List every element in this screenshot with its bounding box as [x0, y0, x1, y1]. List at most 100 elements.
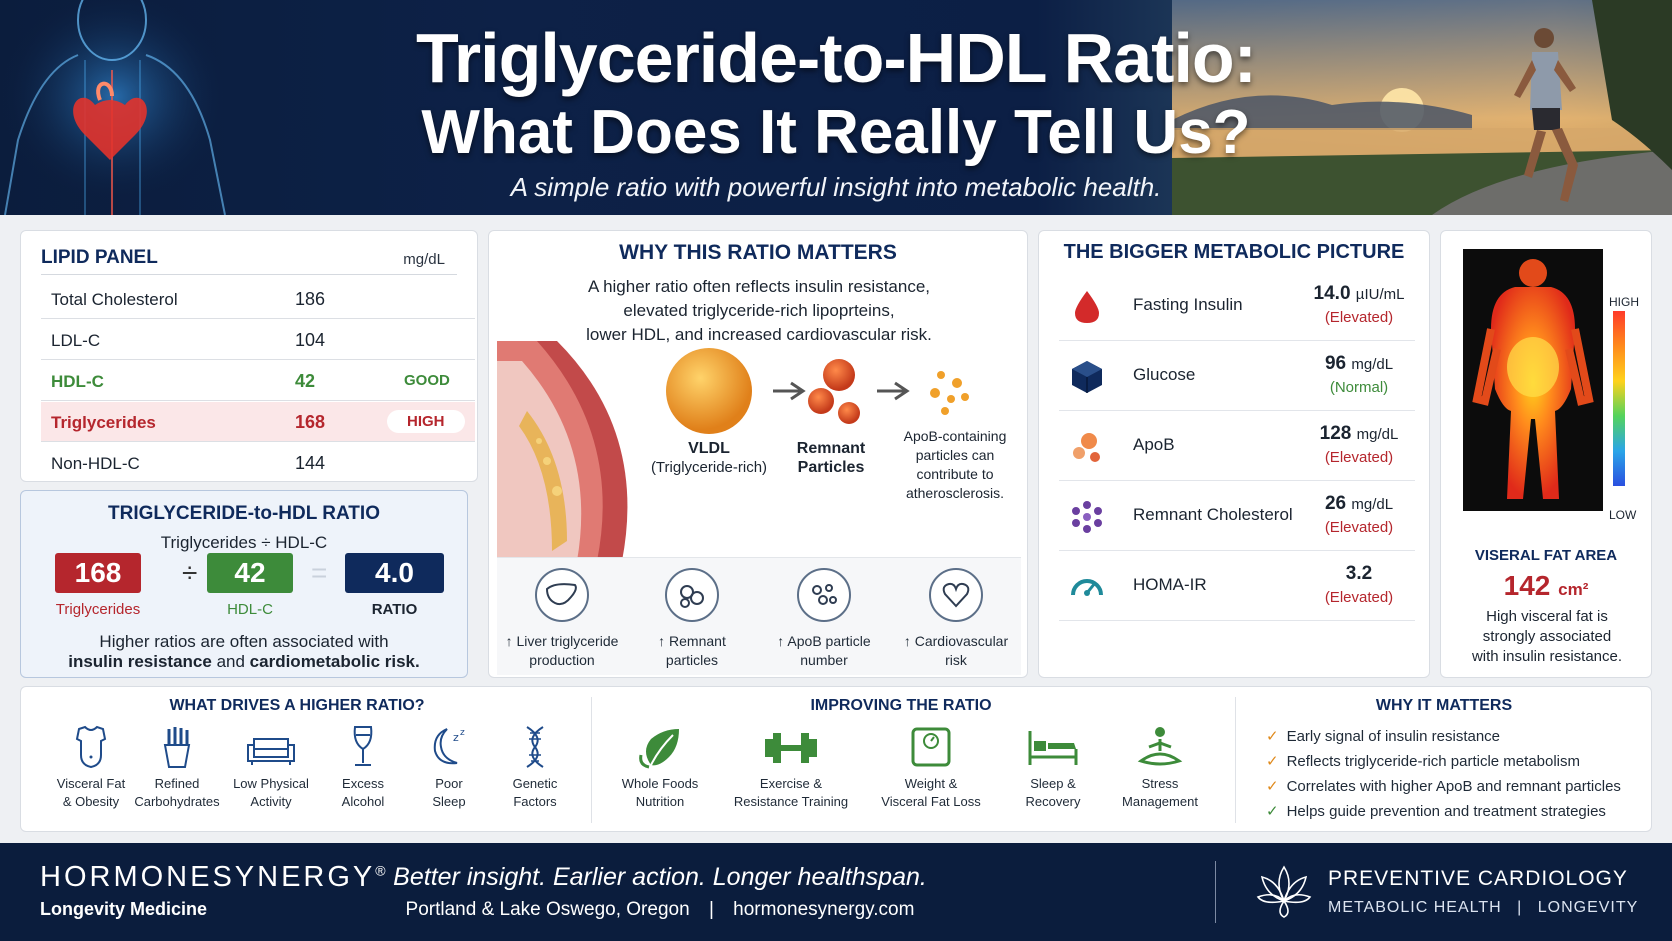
- good-badge: GOOD: [404, 372, 450, 389]
- main-title-line1: Triglyceride-to-HDL Ratio:: [415, 19, 1257, 97]
- equals-symbol: =: [311, 557, 328, 588]
- couch-icon: [247, 738, 295, 765]
- visceral-desc-line3: with insulin resistance.: [1471, 648, 1623, 665]
- metabolic-row-value: 128 mg/dL: [1299, 423, 1419, 445]
- improve-line2: Visceral Fat Loss: [881, 794, 981, 809]
- ratio-note-mid: and: [211, 652, 250, 671]
- drivers-improving-strip: WHAT DRIVES A HIGHER RATIO? Visceral Fat…: [20, 686, 1652, 832]
- metabolic-value-unit: mg/dL: [1351, 356, 1394, 373]
- improve-item-exercise: Exercise & Resistance Training: [721, 725, 861, 811]
- lipid-row-ldl: LDL-C 104: [41, 320, 475, 360]
- lotus-logo-icon: [1256, 865, 1312, 918]
- particles-icon: [665, 568, 719, 622]
- ratio-result-label: RATIO: [371, 601, 418, 618]
- consequence-line1: ↑ Cardiovascular: [903, 633, 1009, 649]
- wine-icon: [353, 726, 373, 766]
- metabolic-row-value: 96 mg/dL: [1299, 353, 1419, 375]
- footer-website-link[interactable]: hormonesynergy.com: [733, 899, 915, 920]
- driver-line1: Refined: [154, 776, 200, 791]
- ratio-result-box: 4.0: [345, 553, 444, 593]
- improve-line1: Exercise &: [759, 776, 823, 791]
- svg-text:z: z: [460, 728, 465, 738]
- drivers-title: WHAT DRIVES A HIGHER RATIO?: [169, 697, 425, 714]
- improve-item-weight: Weight & Visceral Fat Loss: [863, 725, 999, 811]
- metabolic-row-apob: ApoB 128 mg/dL (Elevated): [1059, 411, 1415, 481]
- driver-line2: Carbohydrates: [134, 794, 220, 809]
- benefit-item: ✓ Correlates with higher ApoB and remnant…: [1266, 777, 1621, 795]
- consequence-line1: ↑ Remnant: [658, 633, 726, 649]
- lipid-panel-unit: mg/dL: [403, 251, 445, 268]
- benefit-item: ✓ Helps guide prevention and treatment st…: [1266, 802, 1606, 820]
- check-icon: ✓: [1266, 803, 1279, 820]
- consequence-item-liver: ↑ Liver triglyceride production: [497, 558, 627, 670]
- fries-icon: [163, 727, 191, 768]
- main-title-line2: What Does It Really Tell Us?: [421, 98, 1251, 167]
- brand-logo: HORMONESYNERGY®: [40, 861, 389, 894]
- improve-item-sleep: Sleep & Recovery: [1003, 725, 1103, 811]
- driver-line2: Sleep: [432, 794, 466, 809]
- metabolic-row-name: Remnant Cholesterol: [1133, 505, 1293, 524]
- metabolic-row-status: (Elevated): [1324, 309, 1394, 326]
- metabolic-row-status: (Elevated): [1324, 589, 1394, 606]
- divide-symbol: ÷: [182, 557, 198, 588]
- hero-banner: Triglyceride-to-HDL Ratio: What Does It …: [0, 0, 1672, 215]
- driver-line1: Poor: [435, 776, 463, 791]
- visceral-value-number: 142: [1503, 570, 1551, 601]
- lipid-row-name: HDL-C: [51, 372, 104, 391]
- metabolic-row-homa: HOMA-IR 3.2 (Elevated): [1059, 551, 1415, 621]
- check-icon: ✓: [1266, 753, 1279, 770]
- body-icon: [75, 725, 107, 769]
- improve-item-stress: Stress Management: [1105, 725, 1215, 811]
- visceral-fat-title: VISERAL FAT AREA: [1474, 547, 1618, 564]
- main-subtitle: A simple ratio with powerful insight int…: [510, 172, 1162, 202]
- ratio-tg-label: Triglycerides: [55, 601, 141, 618]
- lipid-row-value: 144: [295, 453, 326, 473]
- remnant-title2: Particles: [797, 459, 865, 476]
- visceral-fat-card: HIGH LOW VISERAL FAT AREA 142 cm² High v…: [1440, 230, 1652, 678]
- metabolic-row-value: 3.2: [1299, 563, 1419, 585]
- apob-dots-icon: [1073, 433, 1100, 462]
- why-it-matters-title: WHY IT MATTERS: [1375, 697, 1513, 714]
- metabolic-title: THE BIGGER METABOLIC PICTURE: [1063, 241, 1405, 263]
- improve-line2: Recovery: [1025, 794, 1081, 809]
- lipid-panel-title: LIPID PANEL: [41, 247, 158, 268]
- preventive-cardiology-subtitle: METABOLIC HEALTH | LONGEVITY: [1328, 899, 1638, 917]
- driver-line1: Visceral Fat: [56, 776, 126, 791]
- lipid-row-value: 42: [295, 371, 316, 391]
- metabolic-row-remnant: Remnant Cholesterol 26 mg/dL (Elevated): [1059, 481, 1415, 551]
- dumbbell-icon: [765, 733, 817, 763]
- runner-figure: [1514, 28, 1578, 202]
- footer-location-line: Portland & Lake Oswego, Oregon | hormone…: [0, 899, 1320, 921]
- improve-item-nutrition: Whole Foods Nutrition: [605, 725, 715, 811]
- consequence-line2: number: [800, 652, 848, 668]
- driver-line2: Alcohol: [341, 794, 385, 809]
- ratio-card: TRIGLYCERIDE-to-HDL RATIO Triglycerides …: [20, 490, 468, 678]
- bed-icon: [1028, 731, 1078, 765]
- benefit-text: Correlates with higher ApoB and remnant …: [1286, 778, 1621, 795]
- svg-text:z: z: [453, 731, 459, 744]
- lipid-panel-header: LIPID PANEL mg/dL: [41, 245, 457, 275]
- why-desc-line2: elevated triglyceride-rich lipoprteins,: [623, 301, 895, 320]
- particle-flow-illustration: [666, 348, 969, 434]
- lipid-row-value: 168: [295, 412, 326, 432]
- visceral-desc-line2: strongly associated: [1482, 628, 1612, 645]
- column-divider: [1235, 697, 1236, 823]
- vldl-subtitle: (Triglyceride-rich): [650, 459, 768, 476]
- lipid-row-hdl: HDL-C 42 GOOD: [41, 361, 475, 401]
- remnant-particle: [823, 359, 855, 391]
- vldl-title: VLDL: [688, 440, 730, 457]
- metabolic-value-unit: µIU/mL: [1355, 286, 1405, 303]
- metabolic-value-number: 128: [1319, 423, 1352, 444]
- visceral-fat-value: 142 cm²: [1441, 570, 1651, 602]
- brand-name: HORMONESYNERGY: [40, 861, 376, 893]
- heat-scale-bar: [1613, 311, 1625, 486]
- benefit-text: Early signal of insulin resistance: [1286, 728, 1501, 745]
- ratio-note-bold2: cardiometabolic risk.: [249, 652, 420, 671]
- cube-icon: [1072, 361, 1102, 393]
- ratio-title: TRIGLYCERIDE-to-HDL RATIO: [108, 503, 380, 524]
- right-sub1: METABOLIC HEALTH: [1328, 899, 1502, 916]
- remnant-dots-icon: [1072, 501, 1102, 533]
- lipid-row-name: Non-HDL-C: [51, 454, 140, 473]
- lipid-row-name: Triglycerides: [51, 413, 156, 432]
- consequence-line2: particles: [665, 652, 719, 668]
